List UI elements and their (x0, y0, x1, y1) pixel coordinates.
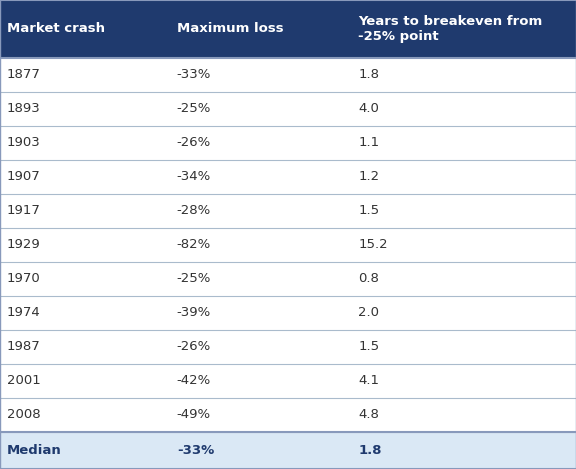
Bar (0, 58, 170, 92)
Text: 1.8: 1.8 (358, 444, 382, 457)
Bar (170, 194, 351, 228)
Bar (351, 295, 576, 330)
Text: 1907: 1907 (7, 170, 41, 183)
Text: Maximum loss: Maximum loss (177, 23, 283, 35)
Bar (170, 58, 351, 92)
Text: -25%: -25% (177, 102, 211, 115)
Bar (170, 92, 351, 126)
Text: 1970: 1970 (7, 272, 41, 285)
Bar (0, 194, 170, 228)
Bar (351, 0, 576, 58)
Bar (170, 431, 351, 469)
Bar (0, 262, 170, 295)
Bar (351, 431, 576, 469)
Bar (351, 363, 576, 398)
Bar (351, 330, 576, 363)
Text: -33%: -33% (177, 444, 214, 457)
Text: 1.8: 1.8 (358, 68, 379, 81)
Text: 1877: 1877 (7, 68, 41, 81)
Text: -26%: -26% (177, 340, 211, 353)
Bar (170, 262, 351, 295)
Bar (0, 228, 170, 262)
Text: -25%: -25% (177, 272, 211, 285)
Text: -42%: -42% (177, 374, 211, 387)
Text: -34%: -34% (177, 170, 211, 183)
Bar (351, 160, 576, 194)
Text: 1.5: 1.5 (358, 340, 380, 353)
Bar (0, 160, 170, 194)
Text: 4.1: 4.1 (358, 374, 379, 387)
Text: 2008: 2008 (7, 408, 40, 421)
Text: Median: Median (7, 444, 62, 457)
Bar (170, 295, 351, 330)
Bar (170, 398, 351, 431)
Bar (0, 295, 170, 330)
Bar (351, 194, 576, 228)
Bar (0, 431, 170, 469)
Text: 1.5: 1.5 (358, 204, 380, 217)
Bar (0, 0, 170, 58)
Text: 1893: 1893 (7, 102, 41, 115)
Bar (170, 228, 351, 262)
Text: 1903: 1903 (7, 136, 41, 149)
Bar (170, 363, 351, 398)
Bar (351, 228, 576, 262)
Bar (351, 92, 576, 126)
Bar (0, 330, 170, 363)
Bar (170, 126, 351, 160)
Text: -49%: -49% (177, 408, 211, 421)
Text: 2001: 2001 (7, 374, 41, 387)
Bar (0, 363, 170, 398)
Bar (170, 0, 351, 58)
Bar (351, 262, 576, 295)
Text: -28%: -28% (177, 204, 211, 217)
Bar (0, 398, 170, 431)
Text: 1917: 1917 (7, 204, 41, 217)
Text: -39%: -39% (177, 306, 211, 319)
Text: 1987: 1987 (7, 340, 41, 353)
Bar (351, 126, 576, 160)
Bar (0, 126, 170, 160)
Text: 1.1: 1.1 (358, 136, 380, 149)
Bar (170, 330, 351, 363)
Bar (351, 58, 576, 92)
Text: 2.0: 2.0 (358, 306, 379, 319)
Bar (0, 92, 170, 126)
Text: Years to breakeven from
-25% point: Years to breakeven from -25% point (358, 15, 543, 43)
Text: 4.0: 4.0 (358, 102, 379, 115)
Text: -82%: -82% (177, 238, 211, 251)
Bar (170, 160, 351, 194)
Text: 15.2: 15.2 (358, 238, 388, 251)
Text: -26%: -26% (177, 136, 211, 149)
Text: 1.2: 1.2 (358, 170, 380, 183)
Text: 1929: 1929 (7, 238, 41, 251)
Text: 0.8: 0.8 (358, 272, 379, 285)
Text: 4.8: 4.8 (358, 408, 379, 421)
Text: -33%: -33% (177, 68, 211, 81)
Bar (351, 398, 576, 431)
Text: 1974: 1974 (7, 306, 41, 319)
Text: Market crash: Market crash (7, 23, 105, 35)
